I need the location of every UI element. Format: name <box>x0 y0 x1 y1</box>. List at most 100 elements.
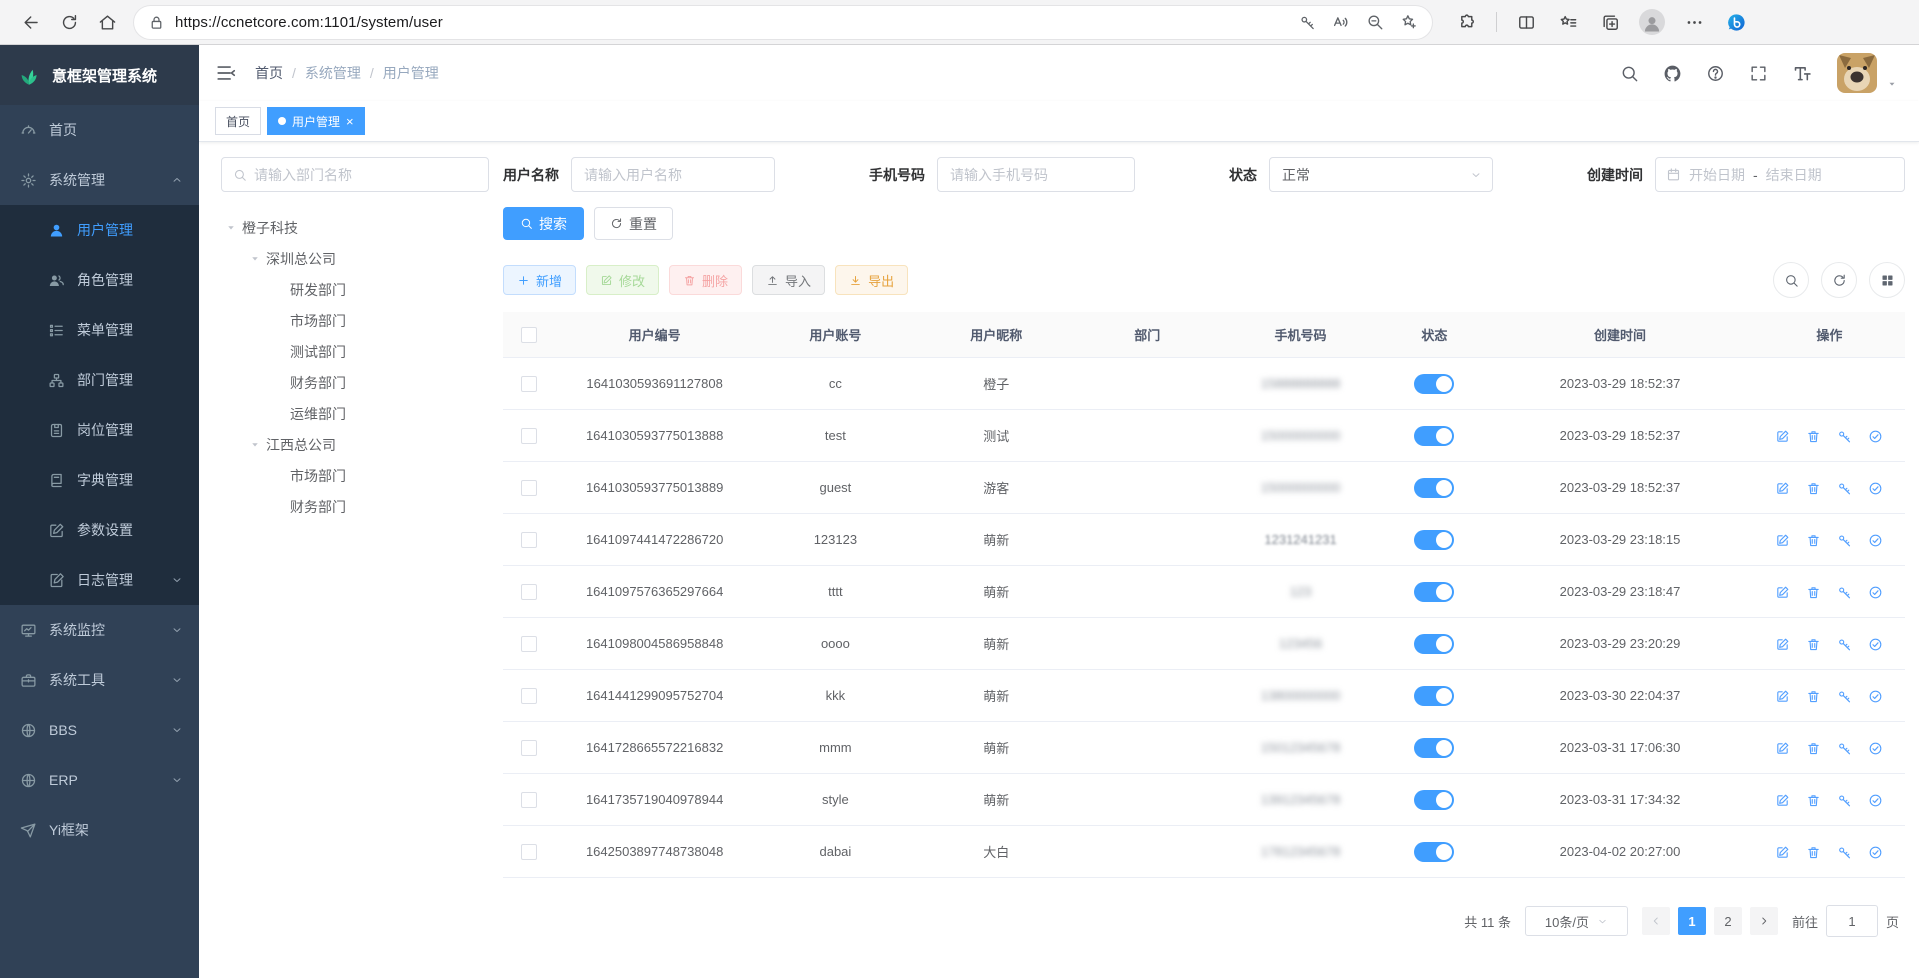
tree-node-9[interactable]: 财务部门 <box>221 491 489 522</box>
tree-node-6[interactable]: 运维部门 <box>221 398 489 429</box>
import-button[interactable]: 导入 <box>752 265 826 295</box>
row-delete-button[interactable] <box>1806 845 1821 860</box>
browser-home-button[interactable] <box>90 5 124 39</box>
tree-node-0[interactable]: 橙子科技 <box>221 212 489 243</box>
browser-split-screen-button[interactable] <box>1509 5 1543 39</box>
row-assign-role-button[interactable] <box>1868 585 1883 600</box>
username-input[interactable] <box>571 157 775 192</box>
row-assign-role-button[interactable] <box>1868 637 1883 652</box>
row-assign-role-button[interactable] <box>1868 845 1883 860</box>
row-edit-button[interactable] <box>1775 585 1790 600</box>
browser-back-button[interactable] <box>14 5 48 39</box>
row-reset-password-button[interactable] <box>1837 741 1852 756</box>
phone-input[interactable] <box>937 157 1135 192</box>
sidebar-item-user[interactable]: 用户管理 <box>0 205 199 255</box>
search-button[interactable]: 搜索 <box>503 207 584 240</box>
sidebar-item-dict[interactable]: 字典管理 <box>0 455 199 505</box>
tree-node-8[interactable]: 市场部门 <box>221 460 489 491</box>
sidebar-item-system[interactable]: 系统管理 <box>0 155 199 205</box>
row-checkbox[interactable] <box>520 427 537 444</box>
row-edit-button[interactable] <box>1775 429 1790 444</box>
next-page-button[interactable] <box>1749 907 1778 935</box>
sidebar-item-yiframe[interactable]: Yi框架 <box>0 805 199 855</box>
status-toggle[interactable] <box>1414 789 1455 810</box>
row-assign-role-button[interactable] <box>1868 793 1883 808</box>
page-button-1[interactable]: 1 <box>1677 907 1706 935</box>
row-checkbox[interactable] <box>520 687 537 704</box>
page-size-select[interactable]: 10条/页 <box>1524 906 1628 936</box>
sidebar-item-monitor[interactable]: 系统监控 <box>0 605 199 655</box>
row-delete-button[interactable] <box>1806 481 1821 496</box>
row-delete-button[interactable] <box>1806 585 1821 600</box>
tree-caret-icon[interactable] <box>249 253 261 265</box>
row-delete-button[interactable] <box>1806 793 1821 808</box>
avatar-caret-icon[interactable] <box>1887 79 1897 89</box>
status-toggle[interactable] <box>1414 581 1455 602</box>
address-bar[interactable]: https://ccnetcore.com:1101/system/user <box>134 5 1432 39</box>
row-checkbox[interactable] <box>520 635 537 652</box>
row-reset-password-button[interactable] <box>1837 845 1852 860</box>
status-toggle[interactable] <box>1414 477 1455 498</box>
row-checkbox[interactable] <box>520 531 537 548</box>
export-button[interactable]: 导出 <box>835 265 909 295</box>
row-checkbox[interactable] <box>520 479 537 496</box>
status-toggle[interactable] <box>1414 529 1455 550</box>
department-search-input[interactable]: 请输入部门名称 <box>221 157 489 192</box>
url-text[interactable]: https://ccnetcore.com:1101/system/user <box>175 13 443 31</box>
browser-favorites-button[interactable] <box>1551 5 1585 39</box>
close-tab-icon[interactable]: × <box>346 113 354 129</box>
row-edit-button[interactable] <box>1775 533 1790 548</box>
status-toggle[interactable] <box>1414 737 1455 758</box>
sidebar-item-dept[interactable]: 部门管理 <box>0 355 199 405</box>
row-checkbox[interactable] <box>520 583 537 600</box>
sidebar-item-param[interactable]: 参数设置 <box>0 505 199 555</box>
browser-extensions-button[interactable] <box>1450 5 1484 39</box>
tree-caret-icon[interactable] <box>249 439 261 451</box>
font-size-icon[interactable] <box>1792 63 1813 84</box>
row-reset-password-button[interactable] <box>1837 689 1852 704</box>
row-edit-button[interactable] <box>1775 689 1790 704</box>
reset-button[interactable]: 重置 <box>594 207 673 240</box>
browser-profile-button[interactable] <box>1635 5 1669 39</box>
row-checkbox[interactable] <box>520 791 537 808</box>
add-favorite-icon[interactable] <box>1400 13 1418 31</box>
sidebar-item-menu[interactable]: 菜单管理 <box>0 305 199 355</box>
status-select[interactable]: 正常 <box>1269 157 1493 192</box>
row-delete-button[interactable] <box>1806 741 1821 756</box>
sidebar-item-post[interactable]: 岗位管理 <box>0 405 199 455</box>
tree-node-5[interactable]: 财务部门 <box>221 367 489 398</box>
status-toggle[interactable] <box>1414 685 1455 706</box>
collapse-sidebar-icon[interactable] <box>215 62 237 84</box>
status-toggle[interactable] <box>1414 373 1455 394</box>
row-delete-button[interactable] <box>1806 429 1821 444</box>
browser-collections-button[interactable] <box>1593 5 1627 39</box>
tree-node-3[interactable]: 市场部门 <box>221 305 489 336</box>
page-button-2[interactable]: 2 <box>1713 907 1742 935</box>
github-icon[interactable] <box>1663 64 1682 83</box>
status-toggle[interactable] <box>1414 425 1455 446</box>
select-all-checkbox[interactable] <box>520 326 537 343</box>
row-reset-password-button[interactable] <box>1837 793 1852 808</box>
browser-settings-button[interactable] <box>1677 5 1711 39</box>
help-icon[interactable] <box>1706 64 1725 83</box>
row-edit-button[interactable] <box>1775 845 1790 860</box>
sidebar-item-role[interactable]: 角色管理 <box>0 255 199 305</box>
status-toggle[interactable] <box>1414 633 1455 654</box>
status-toggle[interactable] <box>1414 841 1455 862</box>
tree-node-1[interactable]: 深圳总公司 <box>221 243 489 274</box>
table-refresh-button[interactable] <box>1821 262 1857 298</box>
goto-page-input[interactable] <box>1825 905 1878 937</box>
row-edit-button[interactable] <box>1775 741 1790 756</box>
sidebar-item-bbs[interactable]: BBS <box>0 705 199 755</box>
delete-button[interactable]: 删除 <box>669 265 743 295</box>
row-assign-role-button[interactable] <box>1868 429 1883 444</box>
row-reset-password-button[interactable] <box>1837 637 1852 652</box>
row-checkbox[interactable] <box>520 843 537 860</box>
sidebar-item-log[interactable]: 日志管理 <box>0 555 199 605</box>
row-checkbox[interactable] <box>520 375 537 392</box>
zoom-out-icon[interactable] <box>1366 13 1384 31</box>
add-button[interactable]: 新增 <box>503 265 577 295</box>
sidebar-item-home[interactable]: 首页 <box>0 105 199 155</box>
table-search-toggle-button[interactable] <box>1773 262 1809 298</box>
breadcrumb-item-0[interactable]: 首页 <box>255 65 283 81</box>
